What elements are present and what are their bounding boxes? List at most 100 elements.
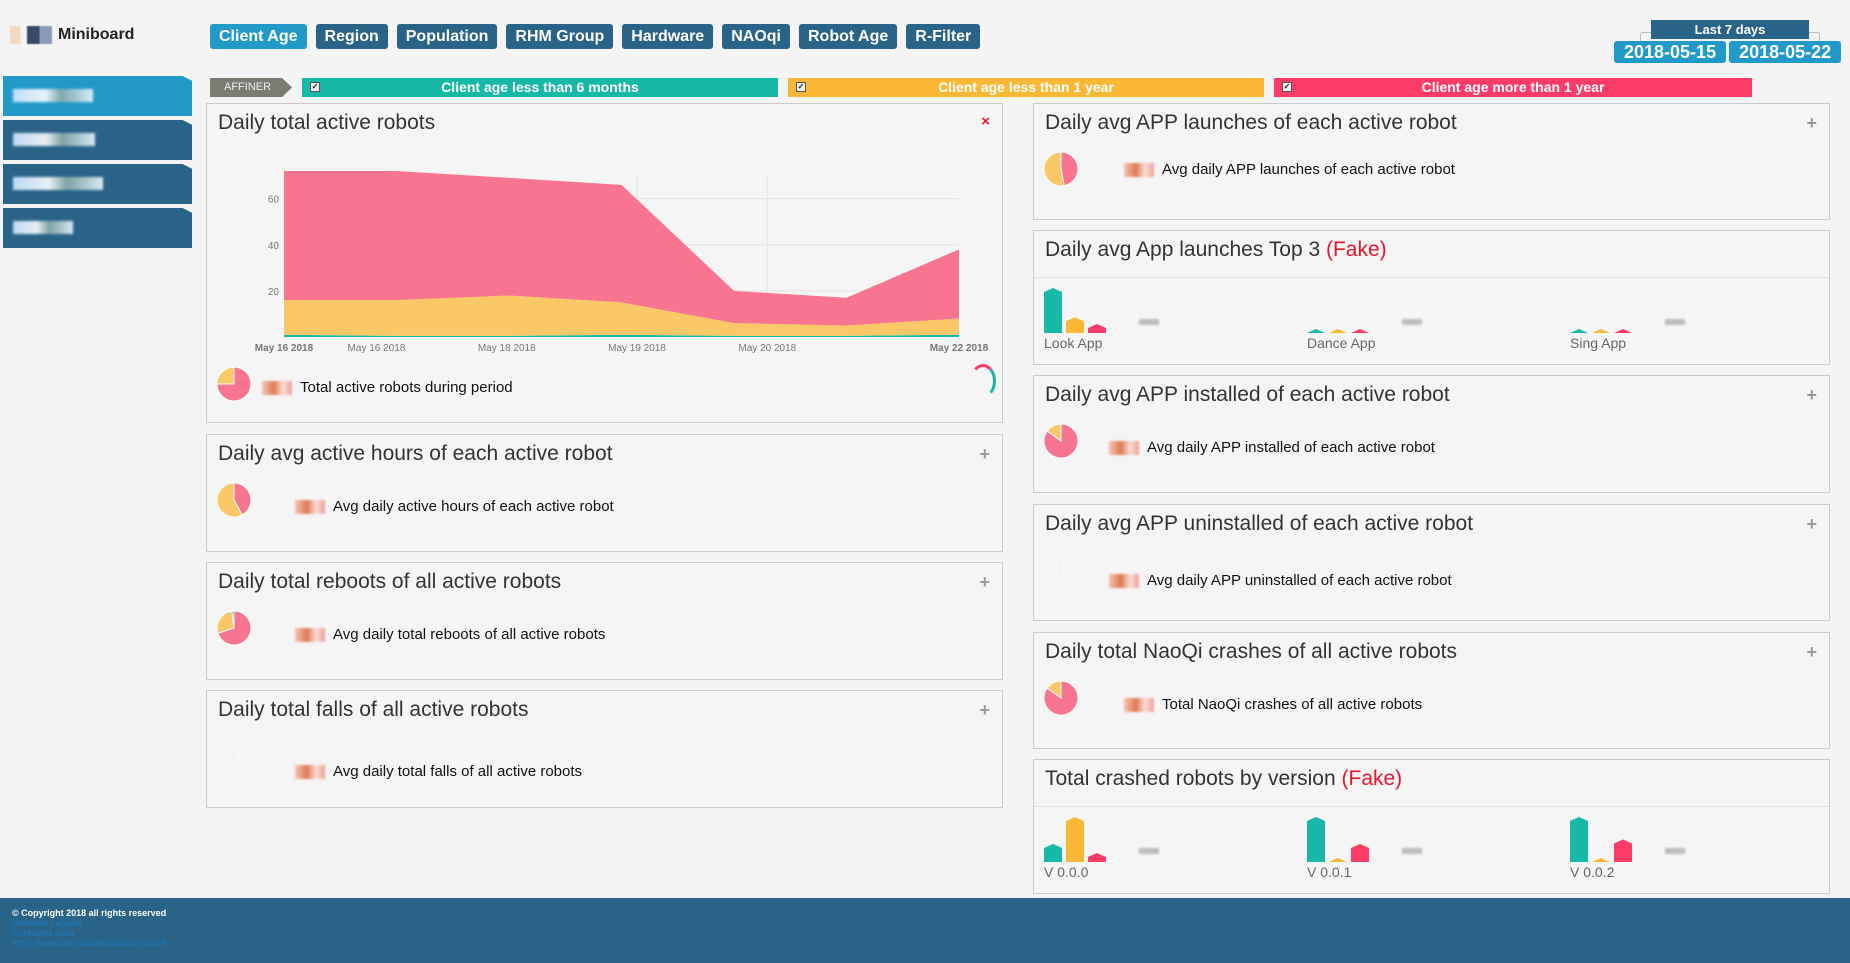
bar-group-value <box>1402 848 1422 854</box>
summary-row: Avg daily APP installed of each active r… <box>1109 439 1435 456</box>
panel-title: Total crashed robots by version (Fake) <box>1045 767 1402 791</box>
summary-row: Avg daily total reboots of all active ro… <box>295 626 605 643</box>
bar <box>1307 329 1325 333</box>
footer: © Copyright 2018 all rights reserved Men… <box>0 898 1850 963</box>
tab-client-age[interactable]: Client Age <box>210 24 307 49</box>
y-tick-label: 20 <box>268 287 280 298</box>
pie-slice <box>216 610 235 634</box>
start-date[interactable]: 2018-05-15 <box>1614 41 1727 63</box>
summary-value <box>295 627 325 642</box>
sidebar-item-label <box>13 133 95 146</box>
panel-left-3: Daily total reboots of all active robots… <box>206 562 1003 680</box>
bar-group <box>1307 329 1369 333</box>
panel-title-text: Daily total falls of all active robots <box>218 698 529 721</box>
sidebar-item-label <box>13 89 93 102</box>
filter-1[interactable]: ✓ Client age less than 6 months <box>302 78 778 97</box>
filter-label: Client age less than 1 year <box>938 79 1114 95</box>
expand-plus-icon[interactable]: + <box>979 572 990 592</box>
bar-group-label: Look App <box>1044 335 1103 351</box>
tab-robot-age[interactable]: Robot Age <box>798 24 898 49</box>
summary-label: Total NaoQi crashes of all active robots <box>1162 696 1423 713</box>
tab-hardware[interactable]: Hardware <box>622 24 714 49</box>
pie-slice <box>1046 680 1062 699</box>
tab-r-filter[interactable]: R-Filter <box>906 24 981 49</box>
bar <box>1351 844 1369 862</box>
date-range-preset[interactable]: Last 7 days <box>1651 20 1809 39</box>
filter-2[interactable]: ✓ Client age less than 1 year <box>788 78 1264 97</box>
panel-title: Daily avg App launches Top 3 (Fake) <box>1045 238 1387 262</box>
panel-right-2: Daily avg App launches Top 3 (Fake) Look … <box>1033 230 1830 365</box>
tab-region[interactable]: Region <box>315 24 388 49</box>
summary-value <box>1109 440 1139 455</box>
bar-group-label: V 0.0.0 <box>1044 864 1089 880</box>
summary-label: Total active robots during period <box>300 379 513 396</box>
summary-label: Avg daily APP launches of each active ro… <box>1162 161 1455 178</box>
bar-group-value <box>1665 319 1685 325</box>
bar <box>1614 839 1632 862</box>
panel-title: Daily avg APP uninstalled of each active… <box>1045 512 1473 536</box>
pie-slice <box>216 482 243 518</box>
bar <box>1088 324 1106 333</box>
sidebar-item-4[interactable] <box>3 208 192 248</box>
bar <box>1570 817 1588 862</box>
bar <box>1044 844 1062 862</box>
panel-title: Daily total falls of all active robots <box>218 698 528 722</box>
summary-label: Avg daily active hours of each active ro… <box>333 498 614 515</box>
sidebar-item-1[interactable] <box>3 76 192 116</box>
bar-group-label: Sing App <box>1570 335 1627 351</box>
summary-pie <box>1043 151 1079 187</box>
expand-plus-icon[interactable]: + <box>979 700 990 720</box>
filter-3[interactable]: ✓ Client age more than 1 year <box>1274 78 1752 97</box>
tab-naoqi[interactable]: NAOqi <box>722 24 790 49</box>
bar-group <box>1044 288 1106 333</box>
expand-plus-icon[interactable]: + <box>979 444 990 464</box>
filter-checkbox[interactable]: ✓ <box>796 82 806 92</box>
sidebar-item-2[interactable] <box>3 120 192 160</box>
tab-rhm-group[interactable]: RHM Group <box>506 24 614 49</box>
bar <box>1351 329 1369 333</box>
panel-right-6: Total crashed robots by version (Fake) V … <box>1033 759 1830 894</box>
expand-plus-icon[interactable]: + <box>1806 113 1817 133</box>
bar <box>1066 317 1084 333</box>
expand-plus-icon[interactable]: + <box>1806 642 1817 662</box>
sidebar-item-3[interactable] <box>3 164 192 204</box>
summary-pie <box>232 745 234 765</box>
bar-group-label: V 0.0.1 <box>1307 864 1352 880</box>
date-range: 2018-05-15 2018-05-22 <box>1614 41 1842 63</box>
summary-pie <box>216 482 252 518</box>
panel-title-text: Daily total NaoQi crashes of all active … <box>1045 640 1458 663</box>
logo[interactable]: Miniboard <box>10 26 134 44</box>
filter-checkbox[interactable]: ✓ <box>310 82 320 92</box>
divider <box>1034 806 1829 807</box>
bar <box>1066 817 1084 862</box>
area-series-3 <box>284 171 959 326</box>
expand-plus-icon[interactable]: + <box>1806 514 1817 534</box>
area-chart: 20 40 60 May 16 2018 May 16 2018 May 18 2018 M… <box>255 171 989 354</box>
end-date[interactable]: 2018-05-22 <box>1729 41 1842 63</box>
summary-value <box>1124 697 1154 712</box>
tab-population[interactable]: Population <box>396 24 498 49</box>
bar <box>1592 858 1610 862</box>
footer-link-mentions[interactable]: Mentions Légales <box>12 918 83 928</box>
bar-group-value <box>1402 319 1422 325</box>
filter-label: Client age more than 1 year <box>1421 79 1605 95</box>
panel-right-5: Daily total NaoQi crashes of all active … <box>1033 632 1830 749</box>
bar-group-value <box>1139 319 1159 325</box>
sidebar-item-label <box>13 177 103 190</box>
top-nav: Client Age Region Population RHM Group Hardw… <box>210 24 981 49</box>
footer-link-contact[interactable]: Contactez nous <box>12 928 75 938</box>
summary-value <box>295 499 325 514</box>
pie-slice <box>1046 423 1062 442</box>
filter-checkbox[interactable]: ✓ <box>1282 82 1292 92</box>
bar <box>1329 329 1347 333</box>
panel-title-text: Daily avg App launches Top 3 <box>1045 238 1321 261</box>
bar <box>1307 817 1325 862</box>
x-tick-label: May 22 2018 <box>930 343 989 354</box>
bar-group-value <box>1139 848 1159 854</box>
affiner-button[interactable]: AFFINER <box>210 78 292 97</box>
summary-value <box>295 764 325 779</box>
close-icon[interactable]: × <box>981 113 990 130</box>
summary-value <box>262 380 292 395</box>
footer-link-website[interactable]: https://www.ald.softbankrobotics.com/fr <box>12 938 169 948</box>
expand-plus-icon[interactable]: + <box>1806 385 1817 405</box>
